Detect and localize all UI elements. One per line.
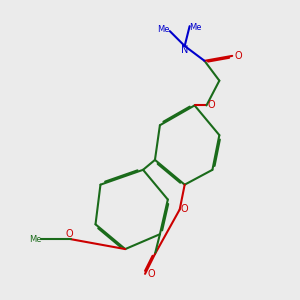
Text: O: O bbox=[65, 229, 73, 239]
Text: Me: Me bbox=[158, 25, 170, 34]
Text: O: O bbox=[180, 204, 188, 214]
Text: O: O bbox=[207, 100, 215, 110]
Text: O: O bbox=[147, 269, 155, 279]
Text: O: O bbox=[234, 51, 242, 61]
Text: Me: Me bbox=[29, 235, 41, 244]
Text: N: N bbox=[181, 45, 188, 56]
Text: Me: Me bbox=[189, 23, 202, 32]
